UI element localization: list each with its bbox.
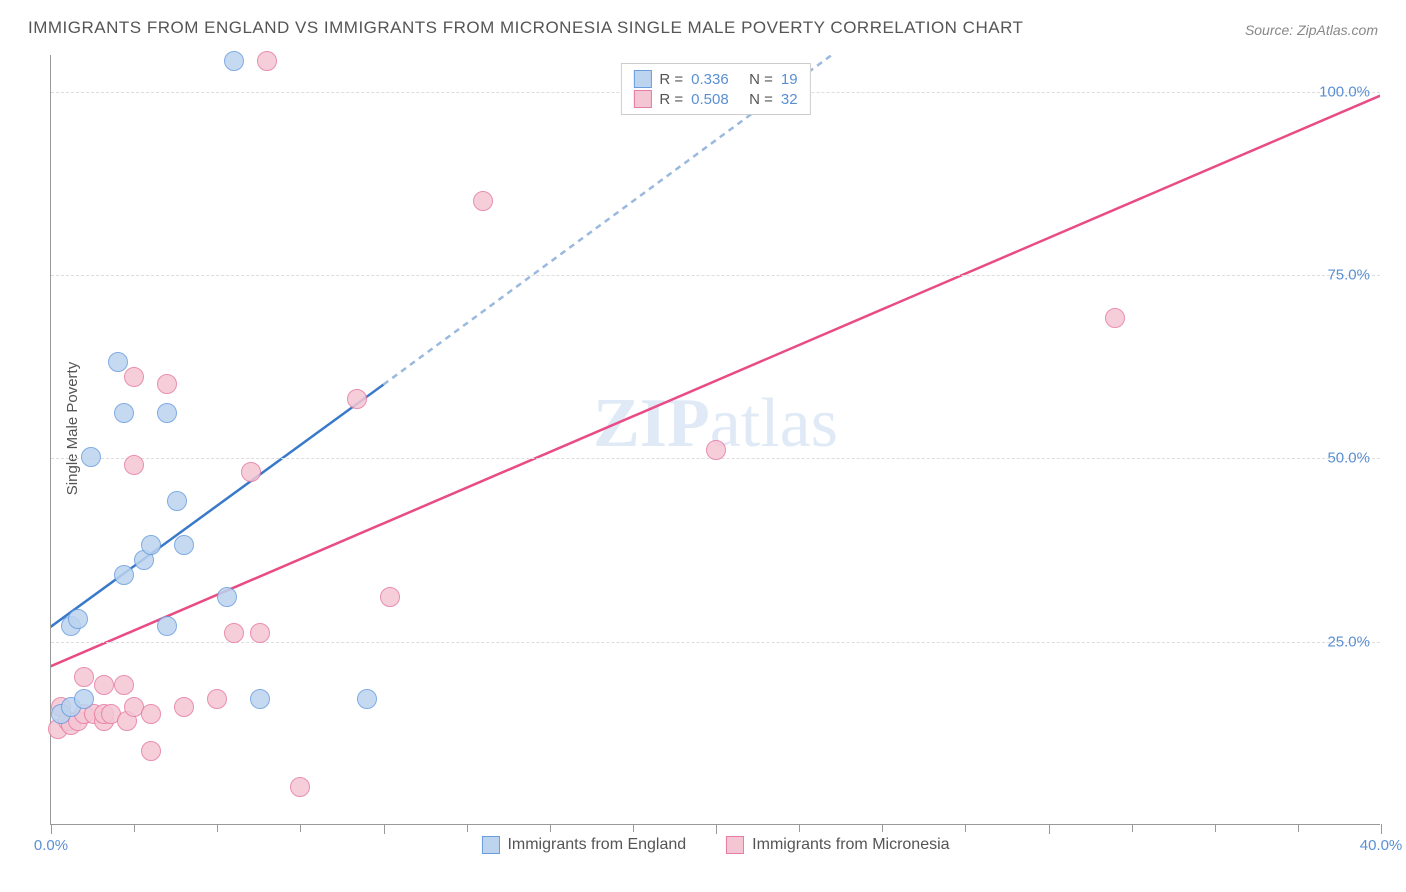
watermark-bold: ZIP xyxy=(593,385,710,462)
scatter-point xyxy=(207,689,227,709)
x-tick xyxy=(716,824,717,834)
scatter-point xyxy=(108,352,128,372)
r-label: R = xyxy=(659,91,683,108)
y-tick-label: 75.0% xyxy=(1327,267,1370,284)
legend-swatch-micronesia xyxy=(726,836,744,854)
scatter-point xyxy=(74,667,94,687)
scatter-point xyxy=(124,367,144,387)
legend-stats-row-micronesia: R = 0.508 N = 32 xyxy=(633,90,797,108)
scatter-point xyxy=(174,535,194,555)
source-label: Source: ZipAtlas.com xyxy=(1245,22,1378,38)
legend-label-micronesia: Immigrants from Micronesia xyxy=(752,836,949,854)
n-label: N = xyxy=(749,71,773,88)
scatter-point xyxy=(141,704,161,724)
x-tick-minor xyxy=(134,824,135,832)
x-tick-minor xyxy=(1298,824,1299,832)
legend-item-england: Immigrants from England xyxy=(481,836,686,854)
scatter-point xyxy=(257,51,277,71)
scatter-point xyxy=(157,616,177,636)
chart-title: IMMIGRANTS FROM ENGLAND VS IMMIGRANTS FR… xyxy=(28,18,1023,38)
grid-line-h xyxy=(51,275,1380,276)
scatter-point xyxy=(81,447,101,467)
legend-stats: R = 0.336 N = 19 R = 0.508 N = 32 xyxy=(620,63,810,115)
scatter-point xyxy=(167,491,187,511)
x-tick xyxy=(384,824,385,834)
x-tick xyxy=(1381,824,1382,834)
n-label: N = xyxy=(749,91,773,108)
legend-swatch-england xyxy=(481,836,499,854)
scatter-point xyxy=(157,374,177,394)
legend-swatch-england xyxy=(633,70,651,88)
micronesia-n-value: 32 xyxy=(781,91,798,108)
scatter-point xyxy=(290,777,310,797)
x-tick-label: 40.0% xyxy=(1360,837,1403,854)
legend-stats-row-england: R = 0.336 N = 19 xyxy=(633,70,797,88)
y-tick-label: 100.0% xyxy=(1319,83,1370,100)
scatter-point xyxy=(141,741,161,761)
scatter-point xyxy=(217,587,237,607)
england-r-value: 0.336 xyxy=(691,71,741,88)
x-tick-minor xyxy=(1215,824,1216,832)
scatter-point xyxy=(114,675,134,695)
watermark-rest: atlas xyxy=(710,385,838,462)
scatter-point xyxy=(157,403,177,423)
legend-label-england: Immigrants from England xyxy=(507,836,686,854)
x-tick-minor xyxy=(217,824,218,832)
scatter-point xyxy=(250,689,270,709)
x-tick-minor xyxy=(550,824,551,832)
scatter-point xyxy=(1105,308,1125,328)
scatter-point xyxy=(706,440,726,460)
x-tick-minor xyxy=(965,824,966,832)
y-tick-label: 25.0% xyxy=(1327,633,1370,650)
scatter-point xyxy=(74,689,94,709)
x-tick-minor xyxy=(633,824,634,832)
scatter-point xyxy=(114,403,134,423)
scatter-point xyxy=(174,697,194,717)
scatter-point xyxy=(473,191,493,211)
x-tick-minor xyxy=(799,824,800,832)
y-tick-label: 50.0% xyxy=(1327,450,1370,467)
legend-swatch-micronesia xyxy=(633,90,651,108)
x-tick xyxy=(1049,824,1050,834)
micronesia-r-value: 0.508 xyxy=(691,91,741,108)
legend-item-micronesia: Immigrants from Micronesia xyxy=(726,836,949,854)
legend-series: Immigrants from England Immigrants from … xyxy=(481,836,949,854)
x-tick-label: 0.0% xyxy=(34,837,68,854)
scatter-point xyxy=(380,587,400,607)
scatter-point xyxy=(114,565,134,585)
grid-line-h xyxy=(51,642,1380,643)
chart-plot-area: ZIPatlas R = 0.336 N = 19 R = 0.508 N = … xyxy=(50,55,1380,825)
scatter-point xyxy=(224,623,244,643)
scatter-point xyxy=(250,623,270,643)
scatter-point xyxy=(241,462,261,482)
x-tick-minor xyxy=(300,824,301,832)
x-tick-minor xyxy=(1132,824,1133,832)
scatter-point xyxy=(141,535,161,555)
england-n-value: 19 xyxy=(781,71,798,88)
scatter-point xyxy=(347,389,367,409)
x-tick xyxy=(51,824,52,834)
scatter-point xyxy=(357,689,377,709)
scatter-point xyxy=(224,51,244,71)
scatter-point xyxy=(94,675,114,695)
scatter-point xyxy=(68,609,88,629)
x-tick-minor xyxy=(467,824,468,832)
r-label: R = xyxy=(659,71,683,88)
x-tick-minor xyxy=(882,824,883,832)
trend-line xyxy=(51,92,1380,671)
scatter-point xyxy=(124,455,144,475)
